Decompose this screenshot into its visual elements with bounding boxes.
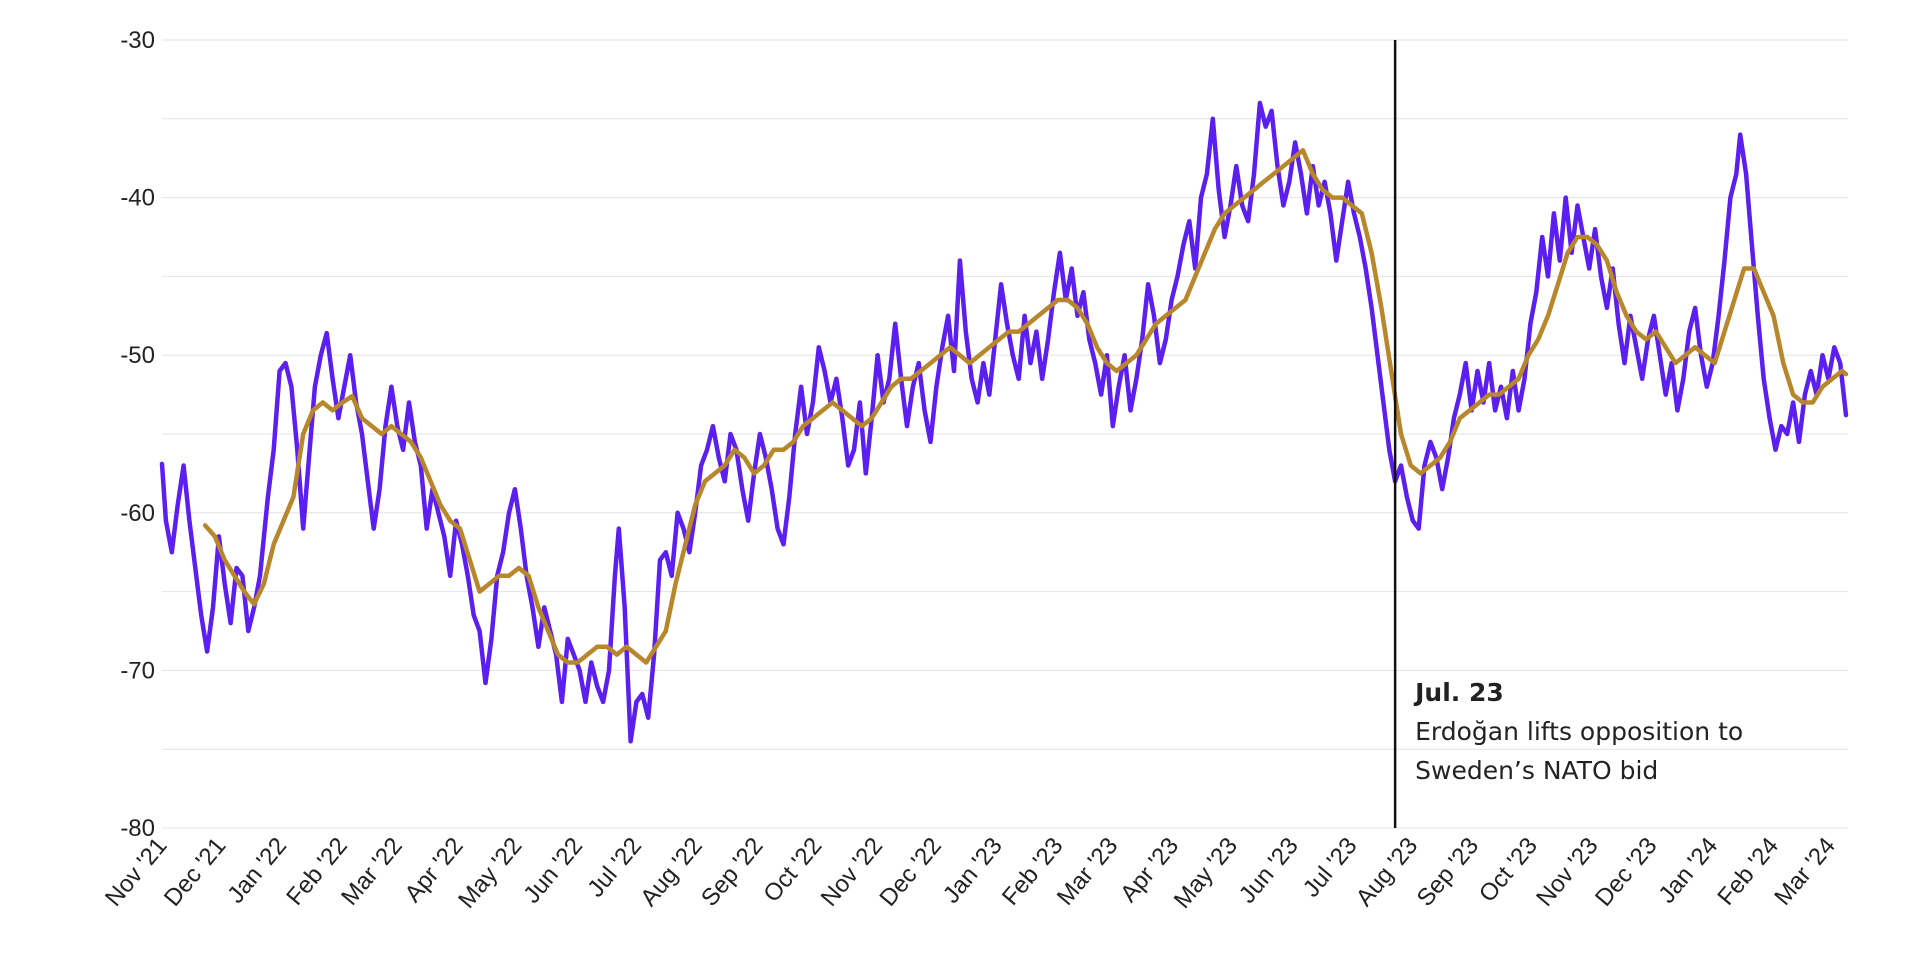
y-tick-label: -80 [120, 815, 155, 842]
x-tick-label: Jun '23 [1234, 833, 1304, 909]
gridlines [162, 39, 1848, 829]
y-tick-label: -70 [120, 657, 155, 684]
y-tick-label: -30 [120, 27, 155, 54]
x-tick-label: Jan '22 [222, 833, 292, 909]
x-tick-label: Mar '23 [1052, 833, 1124, 911]
x-tick-label: Nov '23 [1531, 833, 1604, 912]
x-tick-label: Dec '22 [874, 833, 947, 912]
x-tick-label: Jun '22 [518, 833, 588, 909]
x-tick-label: May '22 [453, 833, 527, 914]
x-tick-label: Jan '24 [1653, 833, 1723, 909]
x-tick-label: Nov '21 [100, 833, 173, 912]
x-tick-label: Jan '23 [938, 833, 1008, 909]
annotation-text-line-2: Sweden’s NATO bid [1415, 756, 1658, 785]
y-tick-label: -40 [120, 185, 155, 212]
x-tick-label: Aug '22 [635, 833, 708, 912]
x-tick-label: Dec '23 [1590, 833, 1663, 912]
x-tick-label: Aug '23 [1351, 833, 1424, 912]
x-tick-label: Nov '22 [816, 833, 889, 912]
y-tick-label: -60 [120, 500, 155, 527]
x-tick-label: Feb '24 [1712, 833, 1784, 911]
x-tick-label: Dec '21 [159, 833, 232, 912]
y-tick-label: -50 [120, 342, 155, 369]
y-axis-tick-labels: -30 -40 -50 -60 -70 -80 [120, 27, 155, 842]
annotation-text-line-1: Erdoğan lifts opposition to [1415, 717, 1743, 746]
series-line-smoothed [202, 148, 1849, 665]
x-tick-label: Sep '23 [1412, 833, 1485, 912]
annotation: Jul. 23 Erdoğan lifts opposition to Swed… [1393, 40, 1743, 828]
series-lines [159, 100, 1849, 744]
x-tick-label: Mar '22 [336, 833, 408, 911]
x-tick-label: Sep '22 [696, 833, 769, 912]
annotation-date-label: Jul. 23 [1413, 678, 1504, 707]
x-tick-label: May '23 [1169, 833, 1243, 914]
series-line-daily [159, 100, 1849, 744]
x-tick-label: Mar '24 [1769, 833, 1841, 911]
